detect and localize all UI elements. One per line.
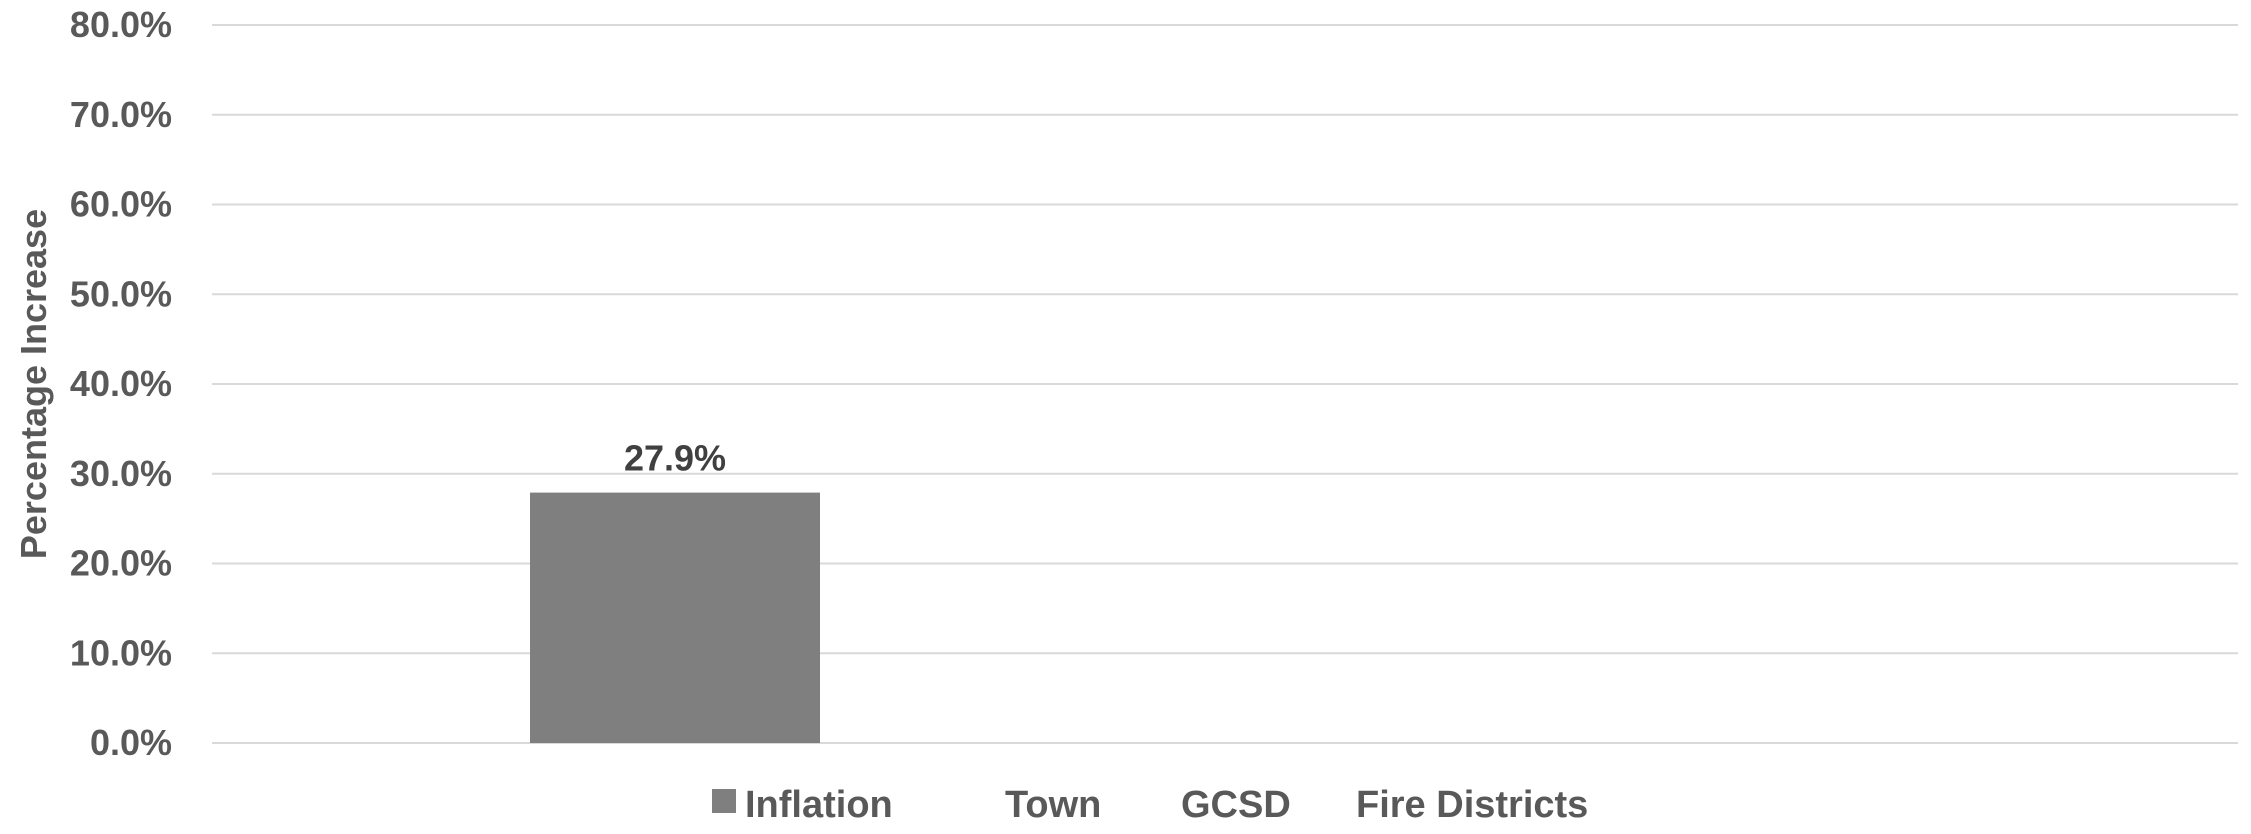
y-tick-label: 20.0%	[70, 543, 172, 584]
y-tick-label: 50.0%	[70, 273, 172, 314]
legend-label: Town	[1005, 784, 1101, 826]
y-tick-label: 30.0%	[70, 453, 172, 494]
data-label: 27.9%	[624, 438, 726, 479]
data-labels: 27.9%	[624, 438, 726, 479]
legend-label: Fire Districts	[1356, 784, 1588, 826]
y-tick-label: 70.0%	[70, 94, 172, 135]
y-tick-label: 10.0%	[70, 632, 172, 673]
y-axis-tick-labels: 0.0% 10.0% 20.0% 30.0% 40.0% 50.0% 60.0% 70.0% 8…	[70, 4, 172, 763]
bar-inflation	[530, 492, 820, 743]
y-tick-label: 80.0%	[70, 4, 172, 45]
y-axis-title: Percentage Increase	[13, 209, 54, 559]
legend: Inflation Town GCSD Fire Districts	[712, 784, 1588, 826]
legend-label: GCSD	[1181, 784, 1291, 826]
legend-swatch	[712, 789, 736, 813]
y-tick-label: 60.0%	[70, 184, 172, 225]
legend-label: Inflation	[745, 784, 893, 826]
gridlines	[212, 24, 2238, 744]
y-tick-label: 0.0%	[90, 722, 172, 763]
y-tick-label: 40.0%	[70, 363, 172, 404]
bars	[530, 492, 820, 743]
